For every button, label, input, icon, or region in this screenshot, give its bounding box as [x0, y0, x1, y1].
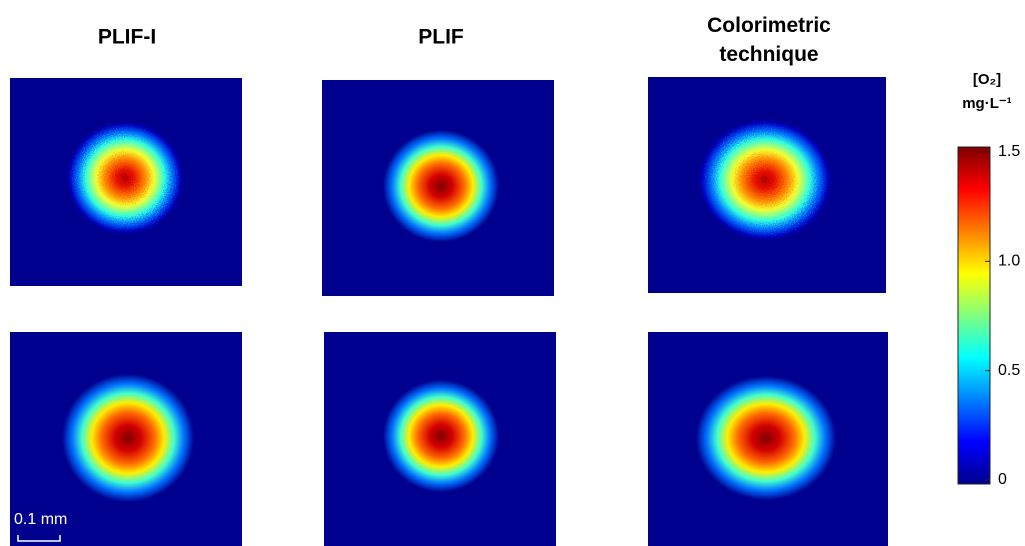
colorbar-label: mg·L⁻¹: [962, 95, 1012, 112]
colorbar-tick-label: 0.5: [998, 362, 1020, 379]
colorbar-tick-label: 1.5: [998, 143, 1020, 160]
concentration-spot: [696, 376, 836, 500]
page: PLIF-I PLIF Colorimetrictechnique 0.1 mm…: [0, 0, 1025, 546]
column-title: PLIF: [418, 26, 464, 49]
concentration-spot: [67, 122, 183, 234]
colorbar: [958, 147, 990, 484]
figure: PLIF-I PLIF Colorimetrictechnique 0.1 mm…: [0, 0, 1025, 546]
colorbar-tick-label: 0: [998, 471, 1007, 488]
colorbar-label: [O₂]: [973, 71, 1001, 88]
concentration-spot: [383, 130, 499, 242]
scale-bar-label: 0.1 mm: [14, 511, 67, 528]
concentration-spot: [62, 374, 194, 502]
colorbar-tick-label: 1.0: [998, 253, 1020, 270]
concentration-spot: [699, 120, 831, 240]
column-title: PLIF-I: [98, 26, 156, 49]
concentration-spot: [383, 380, 499, 492]
